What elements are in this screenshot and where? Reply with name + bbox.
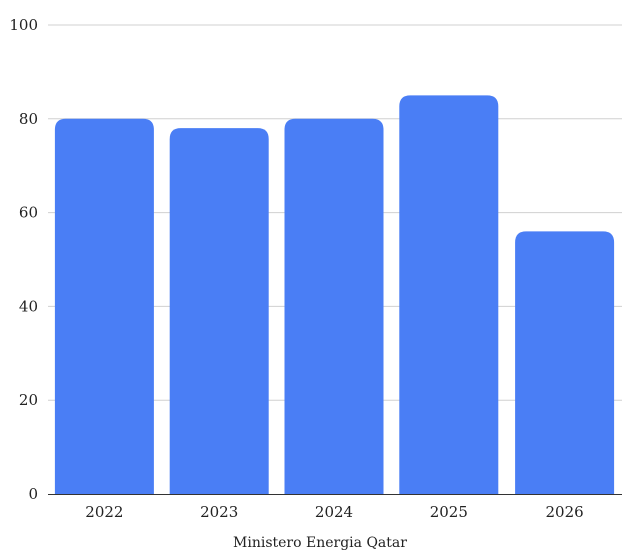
y-tick-label: 100 (9, 16, 38, 34)
x-axis-ticks: 2022 2023 2024 2025 2026 (85, 503, 583, 521)
y-tick-label: 20 (19, 391, 38, 409)
bar-2025 (399, 95, 499, 494)
bar-2023 (169, 128, 269, 494)
bar-2022 (54, 118, 154, 495)
y-tick-label: 60 (19, 204, 38, 222)
y-tick-label: 40 (19, 297, 38, 315)
bar-2026 (515, 231, 615, 495)
y-axis-ticks: 0 20 40 60 80 100 (9, 16, 38, 503)
x-tick-label: 2026 (546, 503, 584, 521)
x-tick-label: 2023 (200, 503, 238, 521)
x-tick-label: 2025 (430, 503, 468, 521)
bar-2024 (284, 118, 384, 495)
x-axis-title: Ministero Energia Qatar (233, 535, 407, 551)
y-tick-label: 80 (19, 110, 38, 128)
bars (54, 95, 615, 495)
x-tick-label: 2024 (315, 503, 353, 521)
y-tick-label: 0 (28, 485, 38, 503)
x-tick-label: 2022 (85, 503, 123, 521)
